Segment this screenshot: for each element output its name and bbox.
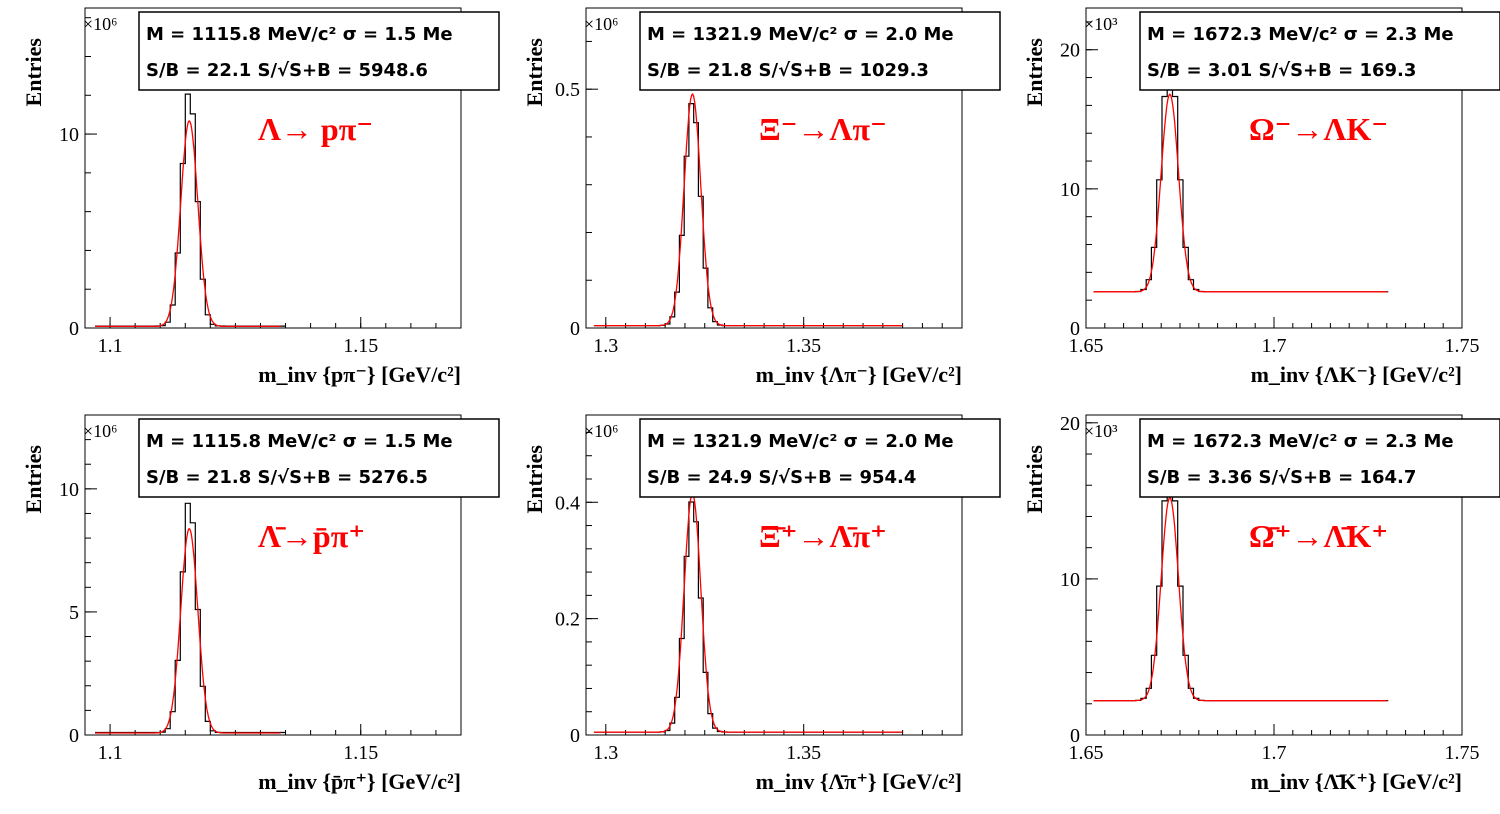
y-tick-label: 0 — [1070, 725, 1080, 747]
histogram-series — [95, 502, 286, 734]
decay-channel-label: Λ→ pπ⁻ — [258, 111, 373, 147]
x-axis-label: m_inv {p̄π⁺} [GeV/c²] — [258, 769, 461, 794]
stats-significance: S/B = 21.8 S/√S+B = 1029.3 — [647, 60, 929, 81]
y-tick-label: 0 — [570, 318, 580, 340]
stats-mass-sigma: M = 1115.8 MeV/c² σ = 1.5 Me — [146, 24, 453, 45]
stats-mass-sigma: M = 1321.9 MeV/c² σ = 2.0 Me — [647, 431, 954, 452]
y-tick-label: 10 — [1060, 569, 1080, 591]
x-axis-label: m_inv {ΛK⁻} [GeV/c²] — [1251, 362, 1462, 387]
y-tick-label: 0 — [1070, 318, 1080, 340]
panel-4: 1.1 1.15 0 5 10 ×10⁶ Entries m_inv {p̄π⁺} [GeV/… — [21, 414, 500, 794]
panel-3: 1.65 1.7 1.75 0 10 20×10³ Entries m_inv {ΛK⁻} [… — [1022, 7, 1500, 387]
y-tick-label: 0 — [69, 725, 79, 747]
y-tick-label: 0.4 — [555, 492, 580, 514]
y-tick-label: 0 — [570, 725, 580, 747]
stats-mass-sigma: M = 1672.3 MeV/c² σ = 2.3 Me — [1147, 431, 1454, 452]
x-tick-label: 1.7 — [1262, 742, 1287, 764]
y-tick-label: 20 — [1060, 413, 1080, 435]
y-tick-label: 5 — [69, 602, 79, 624]
stats-significance: S/B = 3.01 S/√S+B = 169.3 — [1147, 60, 1416, 81]
fit-curve — [95, 528, 281, 734]
x-tick-label: 1.15 — [343, 335, 378, 357]
y-axis-label: Entries — [1022, 38, 1047, 107]
x-axis-label: m_inv {pπ⁻} [GeV/c²] — [258, 362, 461, 387]
x-tick-label: 1.1 — [98, 742, 123, 764]
fit-curve — [95, 120, 281, 328]
plot-frame — [585, 7, 963, 329]
y-tick-label: 10 — [1060, 179, 1080, 201]
x-axis-label: m_inv {Λπ⁻} [GeV/c²] — [756, 362, 962, 387]
stats-significance: S/B = 24.9 S/√S+B = 954.4 — [647, 467, 916, 488]
x-tick-label: 1.75 — [1445, 335, 1480, 357]
stats-mass-sigma: M = 1321.9 MeV/c² σ = 2.0 Me — [647, 24, 954, 45]
fit-curve — [1093, 496, 1387, 702]
x-tick-label: 1.3 — [593, 742, 618, 764]
panel-2: 1.3 1.35 0 0.5 ×10⁶ Entries m_inv {Λπ⁻} [GeV/c… — [522, 7, 1001, 387]
y-multiplier: ×10³ — [1084, 421, 1118, 441]
y-multiplier: ×10⁶ — [584, 421, 618, 441]
stats-significance: S/B = 21.8 S/√S+B = 5276.5 — [146, 467, 428, 488]
x-tick-label: 1.75 — [1445, 742, 1480, 764]
x-tick-label: 1.65 — [1069, 742, 1104, 764]
x-axis-label: m_inv {Λ̄K⁺} [GeV/c²] — [1251, 769, 1462, 794]
x-tick-label: 1.15 — [343, 742, 378, 764]
x-tick-label: 1.65 — [1069, 335, 1104, 357]
stats-box — [138, 11, 500, 91]
y-axis-label: Entries — [522, 38, 547, 107]
stats-box — [1139, 11, 1500, 91]
stats-box — [639, 11, 1001, 91]
panel-5: 1.3 1.35 0 0.2 0.4 ×10⁶ Entries m_inv {Λ̄π⁺} [G… — [522, 414, 1001, 794]
histogram-series — [1093, 56, 1389, 293]
fit-curve — [593, 492, 903, 733]
decay-channel-label: Ω⁻→ΛK⁻ — [1249, 111, 1388, 147]
x-tick-label: 1.1 — [98, 335, 123, 357]
stats-mass-sigma: M = 1672.3 MeV/c² σ = 2.3 Me — [1147, 24, 1454, 45]
x-axis-label: m_inv {Λ̄π⁺} [GeV/c²] — [756, 769, 962, 794]
y-tick-label: 10 — [59, 124, 79, 146]
decay-channel-label: Ξ̄⁺→Λ̄π⁺ — [759, 518, 887, 554]
stats-box — [1139, 418, 1500, 498]
stats-box — [138, 418, 500, 498]
y-axis-label: Entries — [21, 38, 46, 107]
decay-channel-label: Ω̄⁺→Λ̄K⁺ — [1249, 518, 1388, 554]
plot-frame — [84, 7, 462, 329]
y-tick-label: 20 — [1060, 40, 1080, 62]
histogram-series — [95, 93, 286, 327]
plot-frame — [585, 414, 963, 736]
y-multiplier: ×10⁶ — [584, 14, 618, 34]
y-tick-label: 10 — [59, 479, 79, 501]
stats-significance: S/B = 3.36 S/√S+B = 164.7 — [1147, 467, 1416, 488]
y-axis-label: Entries — [522, 445, 547, 514]
y-tick-label: 0 — [69, 318, 79, 340]
panel-1: 1.1 1.15 0 10 ×10⁶ Entries m_inv {pπ⁻} [GeV/c²… — [21, 7, 500, 387]
y-axis-label: Entries — [21, 445, 46, 514]
y-multiplier: ×10⁶ — [83, 421, 117, 441]
x-tick-label: 1.3 — [593, 335, 618, 357]
y-multiplier: ×10³ — [1084, 14, 1118, 34]
y-tick-label: 0.5 — [555, 79, 580, 101]
fit-curve — [1093, 93, 1387, 293]
stats-mass-sigma: M = 1115.8 MeV/c² σ = 1.5 Me — [146, 431, 453, 452]
panel-6: 1.65 1.7 1.75 0 10 20 ×10³ Entries m_inv {Λ̄K⁺} … — [1022, 413, 1500, 794]
fit-curve — [593, 92, 903, 327]
x-tick-label: 1.7 — [1262, 335, 1287, 357]
y-axis-label: Entries — [1022, 445, 1047, 514]
y-tick-label: 0.2 — [555, 609, 580, 631]
decay-channel-label: Λ̄→p̄π⁺ — [258, 518, 365, 554]
decay-channel-label: Ξ⁻→Λπ⁻ — [759, 111, 887, 147]
x-tick-label: 1.35 — [786, 742, 821, 764]
y-multiplier: ×10⁶ — [83, 14, 117, 34]
x-tick-label: 1.35 — [786, 335, 821, 357]
plot-frame — [84, 414, 462, 736]
stats-box — [639, 418, 1001, 498]
stats-significance: S/B = 22.1 S/√S+B = 5948.6 — [146, 60, 428, 81]
